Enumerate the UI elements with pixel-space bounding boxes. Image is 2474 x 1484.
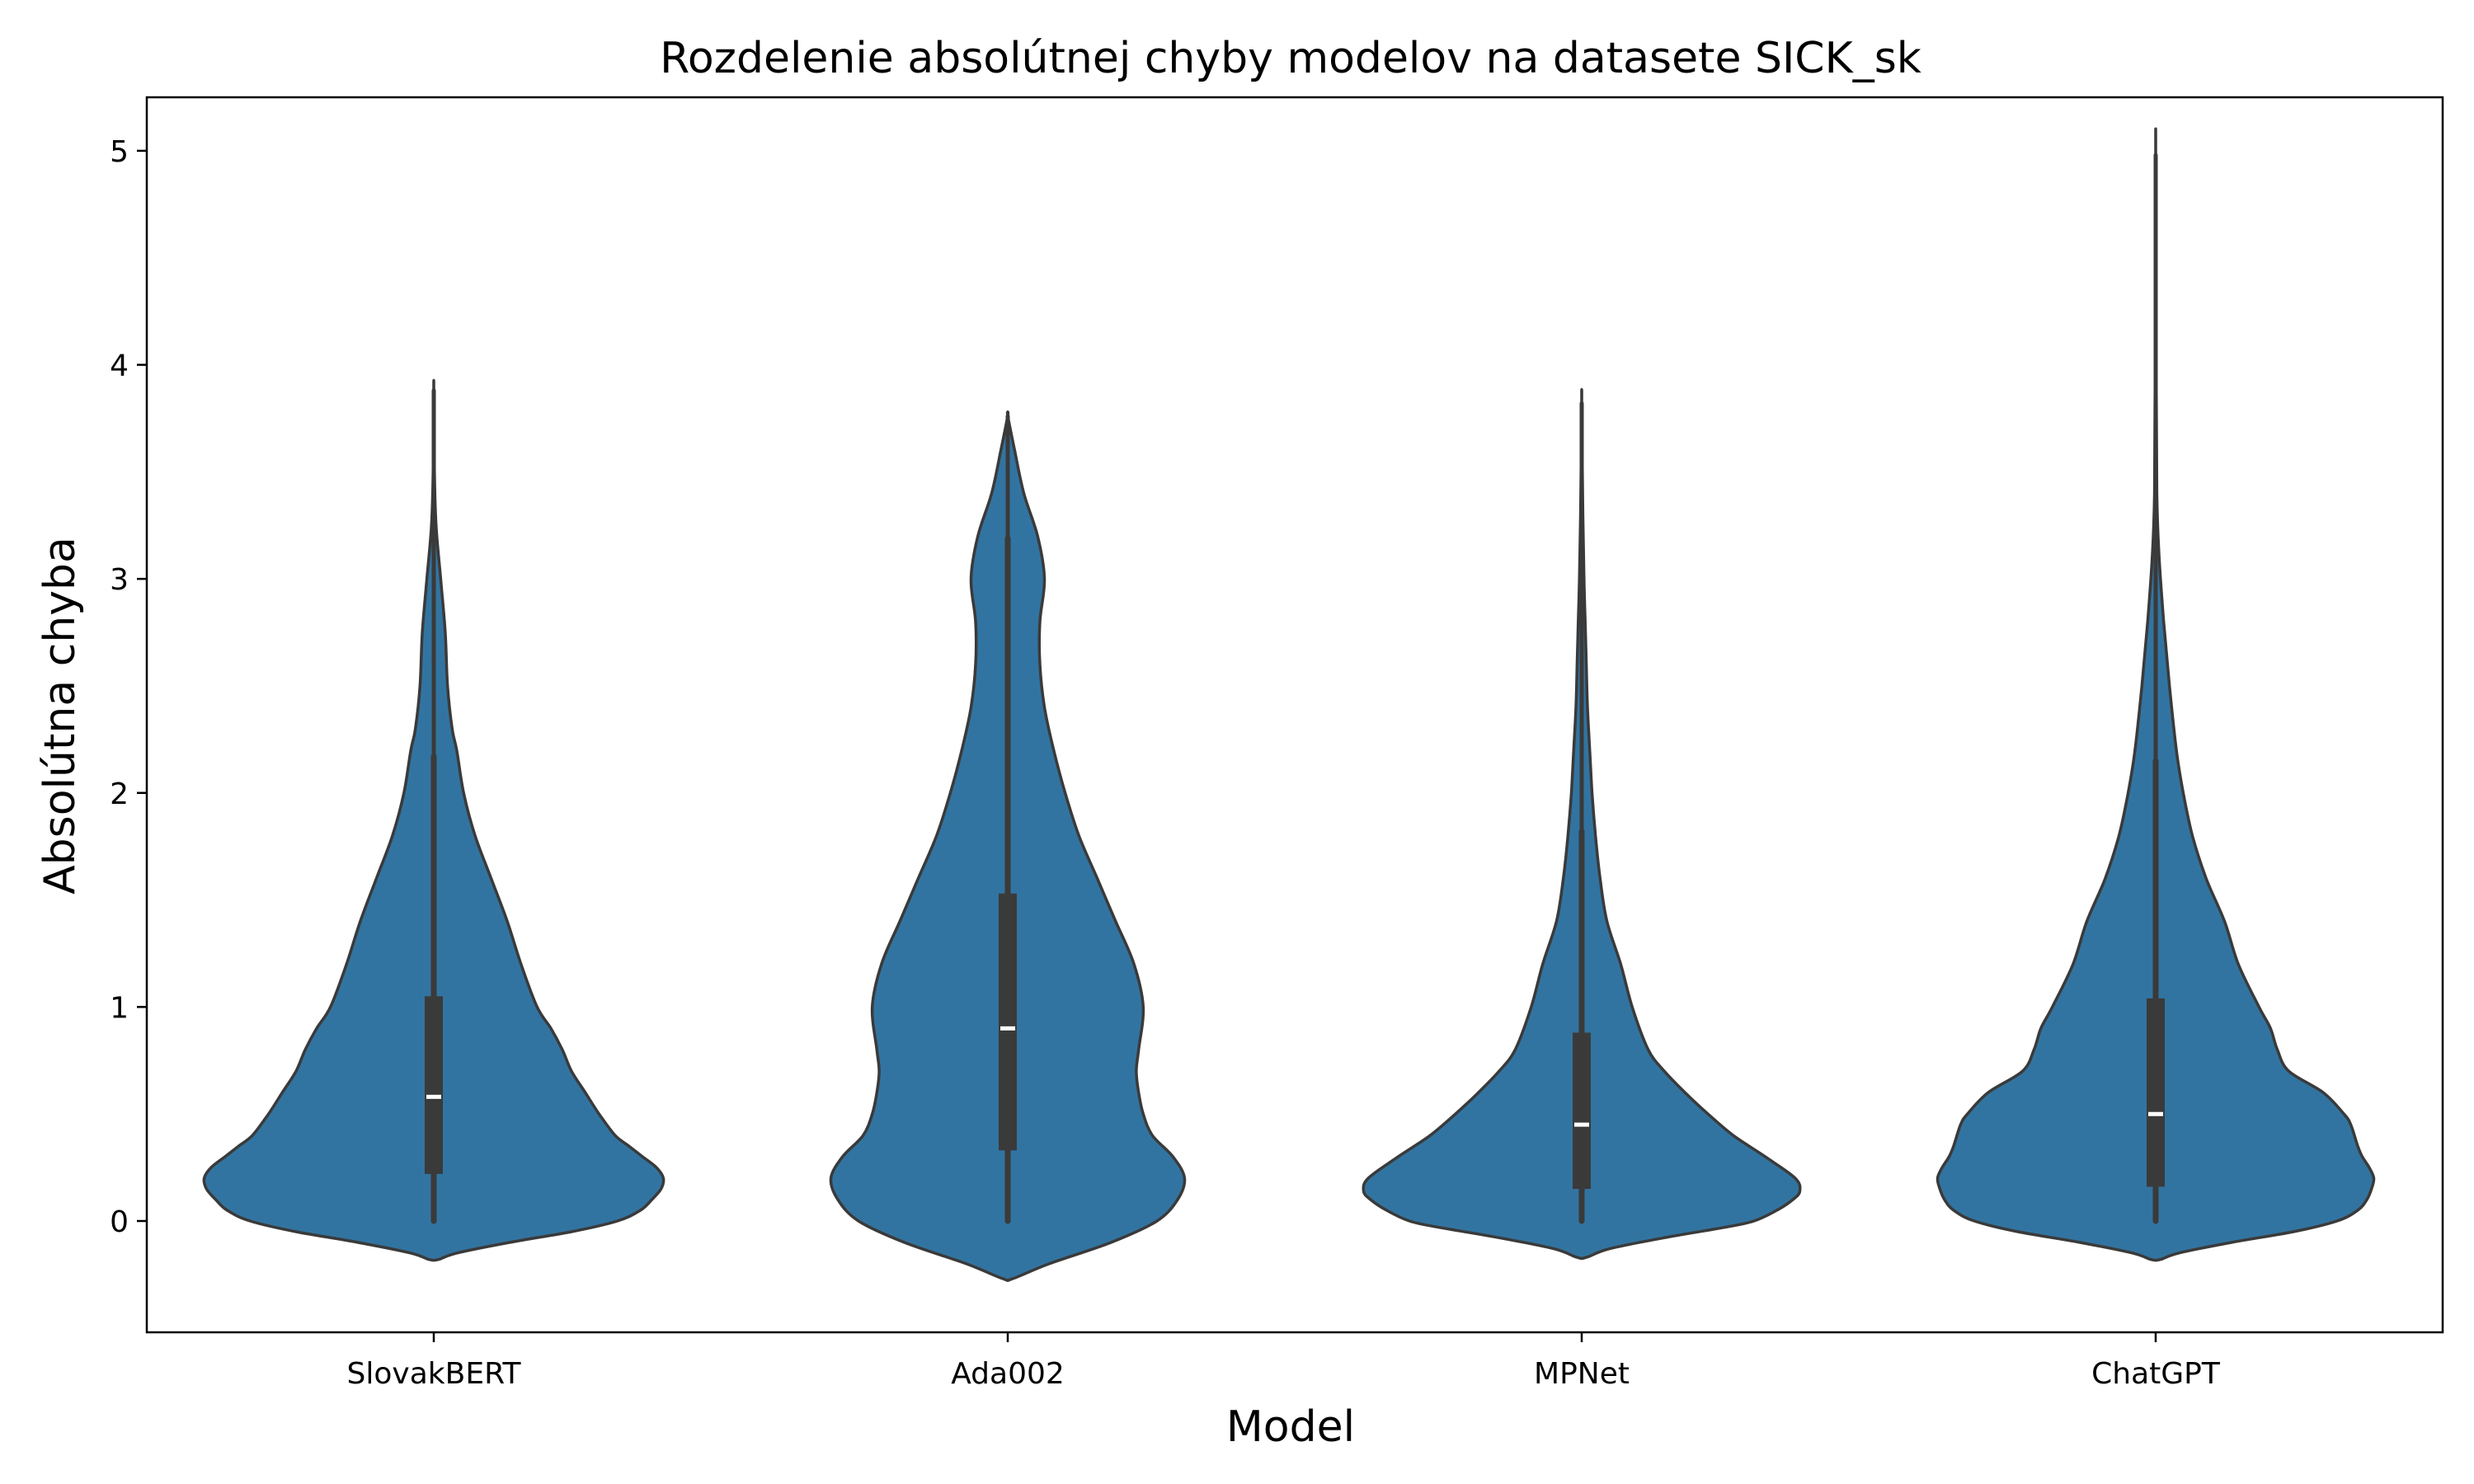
plot-frame [145, 96, 2444, 1334]
y-axis-title: Absolútna chyba [35, 537, 85, 895]
chart-title: Rozdelenie absolútnej chyby modelov na d… [660, 34, 1921, 83]
y-tick-label: 3 [110, 563, 129, 597]
iqr-box [425, 996, 443, 1174]
x-tick-label: MPNet [1534, 1357, 1630, 1391]
x-tick-label: Ada002 [951, 1357, 1065, 1391]
y-tick-label: 5 [110, 135, 129, 169]
x-tick-label: SlovakBERT [347, 1357, 522, 1391]
y-tick-label: 4 [110, 350, 129, 383]
x-axis-title: Model [1226, 1402, 1355, 1452]
plot-area: 0 1 2 3 4 5 SlovakBERT Ada002 MPNet ChatGPT [110, 96, 2444, 1391]
y-tick-label: 2 [110, 777, 129, 811]
iqr-box [1573, 1032, 1591, 1190]
iqr-box [999, 893, 1017, 1151]
iqr-box [2147, 998, 2165, 1187]
y-tick-label: 0 [110, 1205, 129, 1239]
x-tick-label: ChatGPT [2091, 1357, 2221, 1391]
y-tick-label: 1 [110, 991, 129, 1025]
